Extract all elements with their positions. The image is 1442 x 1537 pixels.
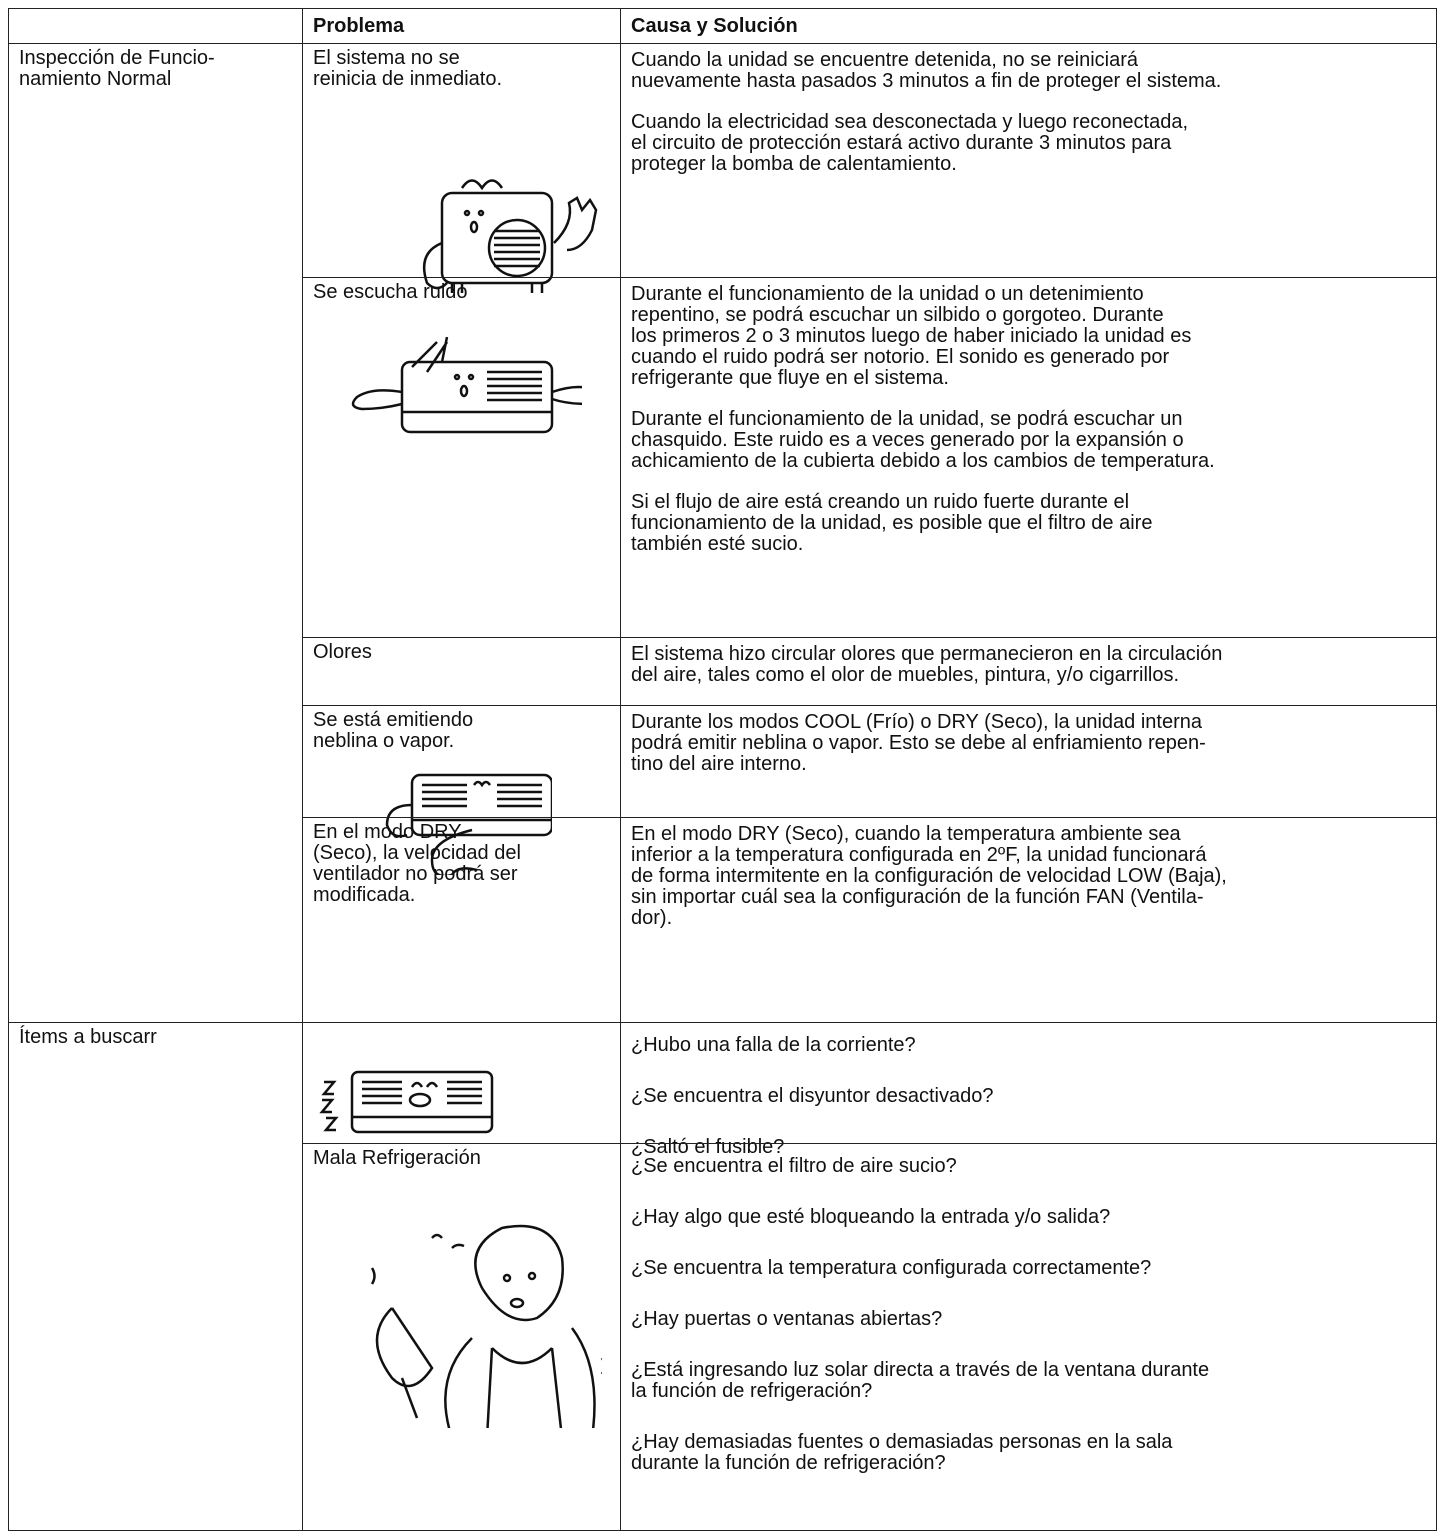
problem-line: Olores bbox=[313, 641, 372, 663]
group-label: Inspección de Funcio-namiento Normal bbox=[8, 43, 303, 1023]
cause-line: la función de refrigeración? bbox=[631, 1380, 873, 1402]
cause-line: ¿Hay algo que esté bloqueando la entrada… bbox=[631, 1206, 1111, 1228]
cause-paragraph: ¿Hay puertas o ventanas abiertas? bbox=[631, 1309, 1428, 1330]
cause-cell: En el modo DRY (Seco), cuando la tempera… bbox=[620, 817, 1437, 1023]
cause-line: repentino, se podrá escuchar un silbido … bbox=[631, 304, 1164, 326]
cause-line: los primeros 2 o 3 minutos luego de habe… bbox=[631, 325, 1192, 347]
illustration bbox=[422, 179, 598, 293]
cause-paragraph: En el modo DRY (Seco), cuando la tempera… bbox=[631, 824, 1428, 929]
cause-cell: El sistema hizo circular olores que perm… bbox=[620, 637, 1437, 706]
cause-paragraph: El sistema hizo circular olores que perm… bbox=[631, 644, 1428, 686]
problem-line: ventilador no podrá ser bbox=[313, 863, 518, 885]
illustration bbox=[385, 773, 552, 875]
cause-line: refrigerante que fluye en el sistema. bbox=[631, 367, 949, 389]
illustration bbox=[319, 1070, 494, 1134]
cause-line: ¿Se encuentra el filtro de aire sucio? bbox=[631, 1155, 957, 1177]
illustration bbox=[370, 1224, 602, 1428]
problem-line: Mala Refrigeración bbox=[313, 1147, 481, 1169]
cause-line: proteger la bomba de calentamiento. bbox=[631, 153, 957, 175]
problem-line: Se escucha ruido bbox=[313, 281, 468, 303]
cause-line: tino del aire interno. bbox=[631, 753, 807, 775]
cause-line: Durante los modos COOL (Frío) o DRY (Sec… bbox=[631, 711, 1202, 733]
group-label-line: Inspección de Funcio- bbox=[19, 47, 215, 69]
cause-line: Durante el funcionamiento de la unidad o… bbox=[631, 283, 1144, 305]
cause-cell: ¿Hubo una falla de la corriente? ¿Se encu… bbox=[620, 1022, 1437, 1158]
cause-paragraph: ¿Está ingresando luz solar directa a tra… bbox=[631, 1360, 1428, 1402]
problem-line: modificada. bbox=[313, 884, 416, 906]
cause-line: nuevamente hasta pasados 3 minutos a fin… bbox=[631, 70, 1222, 92]
cause-paragraph: Cuando la unidad se encuentre detenida, … bbox=[631, 50, 1428, 92]
problem-line: En el modo DRY bbox=[313, 821, 462, 843]
cause-line: el circuito de protección estará activo … bbox=[631, 132, 1172, 154]
cause-line: ¿Se encuentra la temperatura configurada… bbox=[631, 1257, 1152, 1279]
problem-cell: Se escucha ruido bbox=[302, 277, 621, 638]
cause-line: achicamiento de la cubierta debido a los… bbox=[631, 450, 1215, 472]
cause-paragraph: ¿Hubo una falla de la corriente? bbox=[631, 1035, 1428, 1056]
group-label: Ítems a buscarr bbox=[8, 1022, 303, 1531]
cause-paragraph: Cuando la electricidad sea desconectada … bbox=[631, 112, 1428, 175]
cause-paragraph: ¿Se encuentra la temperatura configurada… bbox=[631, 1258, 1428, 1279]
cause-line: de forma intermitente en la configuració… bbox=[631, 865, 1227, 887]
problem-line: reinicia de inmediato. bbox=[313, 68, 502, 90]
cause-line: también esté sucio. bbox=[631, 533, 804, 555]
cause-paragraph: ¿Se encuentra el filtro de aire sucio? bbox=[631, 1156, 1428, 1177]
header-cell: Problema bbox=[302, 8, 621, 44]
problem-line: (Seco), la velocidad del bbox=[313, 842, 521, 864]
header-cell: Causa y Solución bbox=[620, 8, 1437, 44]
problem-cell: En el modo DRY (Seco), la velocidad del ve… bbox=[302, 817, 621, 1023]
cause-cell: Durante el funcionamiento de la unidad o… bbox=[620, 277, 1437, 638]
problem-cell: Mala Refrigeración bbox=[302, 1143, 621, 1531]
cause-cell: Durante los modos COOL (Frío) o DRY (Sec… bbox=[620, 705, 1437, 818]
cause-line: ¿Se encuentra el disyuntor desactivado? bbox=[631, 1085, 994, 1107]
cause-line: ¿Está ingresando luz solar directa a tra… bbox=[631, 1359, 1210, 1381]
cause-line: ¿Hubo una falla de la corriente? bbox=[631, 1034, 916, 1056]
cause-paragraph: Durante el funcionamiento de la unidad, … bbox=[631, 409, 1428, 472]
cause-line: cuando el ruido podrá ser notorio. El so… bbox=[631, 346, 1170, 368]
cause-cell: Cuando la unidad se encuentre detenida, … bbox=[620, 43, 1437, 278]
cause-line: ¿Hay demasiadas fuentes o demasiadas per… bbox=[631, 1431, 1173, 1453]
cause-line: Si el flujo de aire está creando un ruid… bbox=[631, 491, 1130, 513]
cause-line: durante la función de refrigeración? bbox=[631, 1452, 946, 1474]
cause-paragraph: ¿Hay algo que esté bloqueando la entrada… bbox=[631, 1207, 1428, 1228]
cause-paragraph: Durante los modos COOL (Frío) o DRY (Sec… bbox=[631, 712, 1428, 775]
problem-line: El sistema no se bbox=[313, 47, 460, 69]
problem-line: neblina o vapor. bbox=[313, 730, 455, 752]
cause-paragraph: ¿Hay demasiadas fuentes o demasiadas per… bbox=[631, 1432, 1428, 1474]
illustration bbox=[351, 337, 582, 434]
cause-line: ¿Saltó el fusible? bbox=[631, 1136, 785, 1158]
cause-paragraph: ¿Saltó el fusible? bbox=[631, 1137, 1428, 1158]
cause-line: En el modo DRY (Seco), cuando la tempera… bbox=[631, 823, 1181, 845]
cause-line: inferior a la temperatura configurada en… bbox=[631, 844, 1207, 866]
cause-line: dor). bbox=[631, 907, 673, 929]
group-label-line: namiento Normal bbox=[19, 68, 172, 90]
cause-line: Cuando la electricidad sea desconectada … bbox=[631, 111, 1189, 133]
group-label-line: Ítems a buscarr bbox=[19, 1026, 157, 1048]
cause-line: funcionamiento de la unidad, es posible … bbox=[631, 512, 1153, 534]
cause-cell: ¿Se encuentra el filtro de aire sucio? ¿H… bbox=[620, 1143, 1437, 1531]
problem-cell: Olores bbox=[302, 637, 621, 706]
cause-paragraph: Si el flujo de aire está creando un ruid… bbox=[631, 492, 1428, 555]
cause-line: del aire, tales como el olor de muebles,… bbox=[631, 664, 1180, 686]
cause-line: chasquido. Este ruido es a veces generad… bbox=[631, 429, 1184, 451]
cause-line: sin importar cuál sea la configuración d… bbox=[631, 886, 1204, 908]
cause-line: ¿Hay puertas o ventanas abiertas? bbox=[631, 1308, 943, 1330]
cause-line: podrá emitir neblina o vapor. Esto se de… bbox=[631, 732, 1206, 754]
cause-paragraph: ¿Se encuentra el disyuntor desactivado? bbox=[631, 1086, 1428, 1107]
cause-line: Durante el funcionamiento de la unidad, … bbox=[631, 408, 1183, 430]
problem-line: Se está emitiendo bbox=[313, 709, 474, 731]
cause-line: Cuando la unidad se encuentre detenida, … bbox=[631, 49, 1139, 71]
header-blank bbox=[8, 8, 303, 44]
cause-paragraph: Durante el funcionamiento de la unidad o… bbox=[631, 284, 1428, 389]
cause-line: El sistema hizo circular olores que perm… bbox=[631, 643, 1223, 665]
